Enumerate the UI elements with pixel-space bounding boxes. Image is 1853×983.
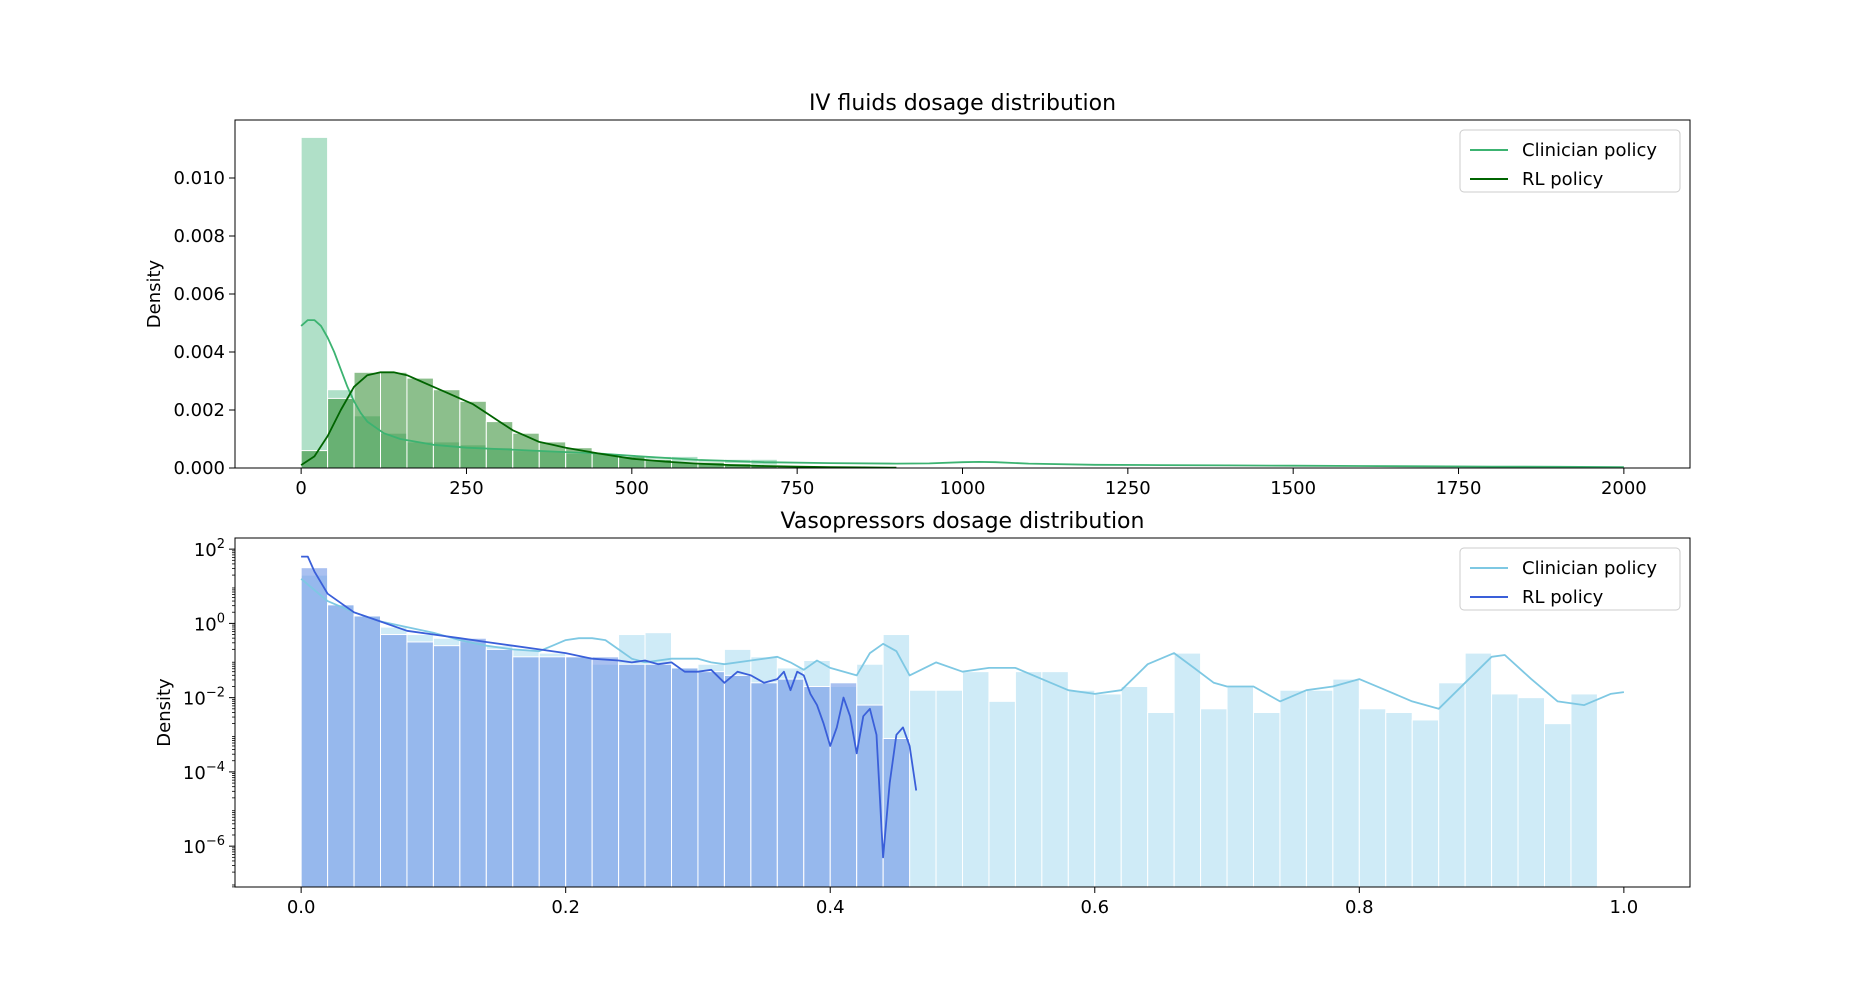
histogram-bar-clinician	[1411, 719, 1440, 887]
histogram-bar-clinician	[909, 689, 937, 887]
histogram-bar-clinician	[1173, 652, 1202, 887]
histogram-bar-rl	[803, 686, 831, 887]
y-tick-label: 0.004	[173, 342, 225, 363]
y-tick-label: 10−6	[183, 834, 225, 858]
histogram-bar-rl	[432, 389, 461, 468]
x-tick-label: 0.8	[1345, 897, 1374, 918]
histogram-bar-clinician	[1517, 697, 1545, 887]
histogram-bar-rl	[829, 682, 858, 887]
histogram-bar-rl	[380, 371, 408, 468]
x-tick-label: 0.0	[287, 897, 316, 918]
histogram-bar-clinician	[1147, 712, 1175, 887]
x-tick-label: 750	[780, 478, 814, 499]
x-tick-label: 1500	[1270, 478, 1316, 499]
histogram-bar-rl	[406, 641, 434, 887]
y-tick-label: 0.002	[173, 400, 225, 421]
histogram-bar-rl	[723, 674, 752, 887]
plot-area	[300, 136, 1624, 468]
histogram-bar-rl	[671, 667, 699, 887]
x-tick-label: 1250	[1105, 478, 1151, 499]
x-tick-label: 2000	[1601, 478, 1647, 499]
x-tick-label: 0.2	[551, 897, 580, 918]
histogram-bar-clinician	[1067, 689, 1096, 887]
histogram-bar-clinician	[988, 700, 1016, 887]
histogram-bar-rl	[485, 648, 514, 887]
histogram-bar-clinician	[935, 689, 964, 887]
histogram-bar-rl	[776, 678, 805, 887]
histogram-bar-rl	[353, 615, 381, 887]
histogram-bar-rl	[697, 671, 725, 887]
y-tick-label: 10−2	[183, 686, 225, 710]
histogram-bar-rl	[406, 377, 434, 468]
legend-label: Clinician policy	[1522, 558, 1657, 579]
kde-line-clinician	[300, 319, 1624, 468]
x-tick-label: 1750	[1436, 478, 1482, 499]
histogram-bar-rl	[327, 604, 355, 887]
iv-fluids-panel: 0 250 500 750 1000 1250 1500 1750 2000 0.000 0.002…	[144, 91, 1691, 499]
histogram-bar-rl	[432, 645, 461, 887]
histogram-bar-clinician	[1200, 708, 1228, 887]
histogram-bar-clinician	[1570, 693, 1598, 887]
histogram-bar-clinician	[1094, 693, 1122, 887]
histogram-bar-rl	[380, 634, 408, 887]
x-tick-label: 1.0	[1610, 897, 1639, 918]
chart-title: IV fluids dosage distribution	[809, 91, 1116, 116]
histogram-bar-rl	[300, 567, 329, 887]
histogram-bar-clinician	[1120, 686, 1149, 887]
legend-label: RL policy	[1522, 169, 1604, 190]
legend-label: RL policy	[1522, 587, 1604, 608]
y-tick-label: 0.008	[173, 226, 225, 247]
histogram-bar-rl	[538, 441, 567, 468]
x-tick-label: 0	[295, 478, 306, 499]
histogram-bar-clinician	[1305, 689, 1334, 887]
y-tick-label: 0.010	[173, 168, 225, 189]
kde-line-rl	[300, 371, 897, 468]
histogram-bar-clinician	[1041, 671, 1069, 887]
y-axis-label: Density	[144, 259, 165, 328]
y-tick-label: 102	[194, 537, 225, 561]
histogram-bar-rl	[591, 656, 620, 887]
kde-line-clinician	[300, 578, 1625, 710]
vasopressors-panel: 0.0 0.2 0.4 0.6 0.8 1.0 102 100 10−2 10−4 10−6 Vaso…	[154, 509, 1691, 918]
histogram-bar-clinician	[1544, 723, 1572, 887]
histogram-bar-clinician	[1253, 712, 1281, 887]
histogram-bar-clinician	[1385, 712, 1413, 887]
histogram-bar-rl	[644, 663, 673, 887]
histogram-bar-clinician	[1464, 652, 1493, 887]
y-tick-label: 0.006	[173, 284, 225, 305]
histogram-bar-clinician	[1358, 708, 1387, 887]
histogram-bar-rl	[538, 656, 567, 887]
histogram-bar-clinician	[962, 671, 990, 887]
y-tick-label: 100	[194, 611, 225, 635]
legend-box	[1459, 129, 1681, 193]
x-tick-label: 0.6	[1080, 897, 1109, 918]
x-tick-label: 250	[449, 478, 483, 499]
histogram-bar-clinician	[1014, 671, 1043, 887]
y-axis-label: Density	[154, 678, 175, 747]
histogram-bar-rl	[459, 637, 487, 887]
histogram-bar-clinician	[1332, 678, 1360, 887]
y-tick-label: 10−4	[183, 760, 225, 784]
y-tick-label: 0.000	[173, 458, 225, 479]
x-tick-label: 500	[615, 478, 649, 499]
kde-line-rl	[301, 555, 918, 859]
x-tick-label: 0.4	[816, 897, 845, 918]
histogram-bar-rl	[750, 682, 778, 887]
histogram-bar-clinician	[1279, 689, 1307, 887]
legend-label: Clinician policy	[1522, 140, 1657, 161]
histogram-bar-clinician	[300, 136, 329, 468]
x-tick-label: 1000	[940, 478, 986, 499]
histogram-bar-clinician	[1226, 686, 1254, 887]
legend-box	[1459, 547, 1681, 611]
histogram-bar-rl	[512, 656, 540, 887]
histogram-bar-rl	[856, 704, 884, 887]
histogram-bar-rl	[618, 663, 646, 887]
plot-area	[300, 555, 1625, 887]
histogram-bar-rl	[300, 450, 329, 468]
chart-title: Vasopressors dosage distribution	[781, 509, 1145, 534]
histogram-bar-rl	[565, 656, 593, 887]
histogram-bar-clinician	[1438, 682, 1466, 887]
histogram-bar-clinician	[1491, 693, 1519, 887]
